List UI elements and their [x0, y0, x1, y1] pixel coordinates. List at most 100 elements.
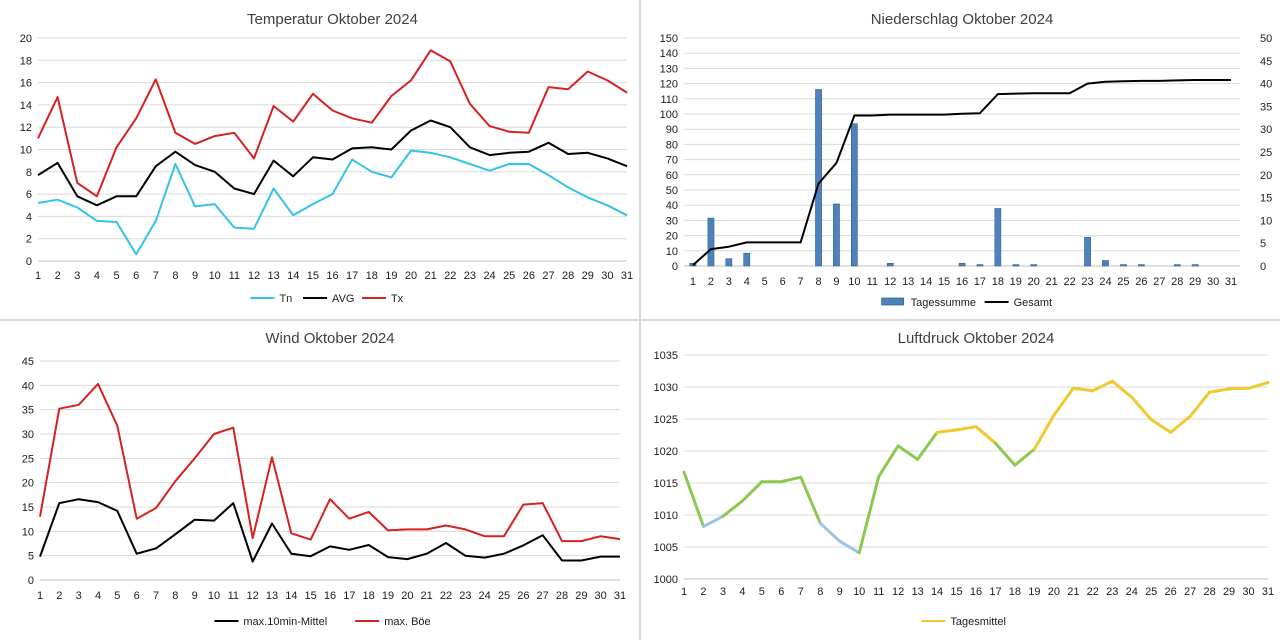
precipitation-panel: Niederschlag Oktober 2024 0 10 20 30 40 50 60 70… — [641, 0, 1280, 319]
series-segment-tagesmittel — [702, 514, 725, 528]
x-tick-label: 6 — [133, 270, 139, 282]
x-tick-label: 31 — [1262, 586, 1274, 598]
chart-title: Luftdruck Oktober 2024 — [898, 330, 1055, 347]
x-tick-label: 17 — [346, 270, 358, 282]
y-tick-label-left: 150 — [660, 33, 678, 45]
x-tick-label: 14 — [287, 270, 299, 282]
x-tick-label: 1 — [690, 276, 696, 288]
x-tick-label: 18 — [992, 276, 1004, 288]
x-tick-label: 12 — [892, 586, 904, 598]
series-segment-tagesmittel — [779, 475, 803, 484]
y-tick-label-left: 30 — [666, 215, 678, 227]
x-tick-label: 27 — [1184, 586, 1196, 598]
y-tick-label: 1000 — [654, 574, 678, 586]
bar-tagessumme — [833, 203, 840, 267]
x-tick-label: 9 — [192, 590, 198, 602]
y-tick-label-left: 120 — [660, 79, 678, 91]
y-tick-label: 30 — [22, 429, 34, 441]
y-tick-label-left: 140 — [660, 48, 678, 60]
x-tick-label: 29 — [1189, 276, 1201, 288]
y-tick-label-right: 25 — [1260, 147, 1272, 159]
x-tick-label: 4 — [739, 586, 745, 598]
x-tick-label: 21 — [1067, 586, 1079, 598]
temperature-chart: Temperatur Oktober 202402468101214161820… — [20, 11, 633, 305]
x-tick-label: 5 — [762, 276, 768, 288]
series-segment-tagesmittel — [1208, 387, 1231, 394]
x-tick-label: 13 — [902, 276, 914, 288]
bar-tagessumme — [1120, 264, 1127, 267]
y-tick-label: 45 — [22, 356, 34, 368]
series-segment-tagesmittel — [721, 499, 744, 518]
y-tick-label: 1025 — [654, 414, 678, 426]
legend-label: Tn — [279, 293, 292, 305]
x-tick-label: 12 — [248, 270, 260, 282]
series-segment-tagesmittel — [955, 425, 978, 432]
series-segment-tagesmittel — [994, 441, 1017, 467]
x-tick-label: 14 — [931, 586, 943, 598]
x-tick-label: 17 — [989, 586, 1001, 598]
x-tick-label: 14 — [920, 276, 932, 288]
series-segment-tagesmittel — [838, 539, 861, 555]
x-tick-label: 26 — [1135, 276, 1147, 288]
y-tick-label-right: 30 — [1260, 124, 1272, 136]
temperature-panel: Temperatur Oktober 2024 0 2 4 6 8 10 12 14 16 18 20… — [0, 0, 639, 319]
y-tick-label-right: 40 — [1260, 79, 1272, 91]
x-tick-label: 15 — [307, 270, 319, 282]
y-tick-label: 1010 — [654, 510, 678, 522]
x-tick-label: 5 — [759, 586, 765, 598]
bar-tagessumme — [851, 123, 858, 267]
x-tick-label: 25 — [503, 270, 515, 282]
series-segment-tagesmittel — [1091, 379, 1114, 393]
x-tick-label: 28 — [1171, 276, 1183, 288]
x-tick-label: 7 — [798, 276, 804, 288]
x-tick-label: 6 — [134, 590, 140, 602]
x-tick-label: 3 — [76, 590, 82, 602]
x-tick-label: 11 — [873, 586, 884, 598]
pressure-panel: Luftdruck Oktober 2024 1000 1005 1010 1015 10… — [641, 321, 1280, 640]
x-tick-label: 2 — [708, 276, 714, 288]
precipitation-chart: Niederschlag Oktober 2024010203040506070… — [660, 11, 1273, 309]
series-segment-tagesmittel — [1032, 413, 1056, 451]
x-tick-label: 12 — [247, 590, 259, 602]
x-tick-label: 13 — [266, 590, 278, 602]
x-tick-label: 24 — [1126, 586, 1138, 598]
x-tick-label: 28 — [556, 590, 568, 602]
x-tick-label: 2 — [55, 270, 61, 282]
x-tick-label: 31 — [1225, 276, 1237, 288]
bar-tagessumme — [976, 264, 984, 267]
x-tick-label: 13 — [267, 270, 279, 282]
x-tick-label: 29 — [582, 270, 594, 282]
x-tick-label: 25 — [1145, 586, 1157, 598]
x-tick-label: 5 — [114, 590, 120, 602]
series-line-tx — [37, 49, 628, 198]
x-tick-label: 29 — [575, 590, 587, 602]
x-tick-label: 22 — [444, 270, 456, 282]
x-tick-label: 24 — [1099, 276, 1111, 288]
x-tick-label: 21 — [425, 270, 437, 282]
x-tick-label: 16 — [970, 586, 982, 598]
y-tick-label: 18 — [20, 55, 32, 67]
x-tick-label: 8 — [817, 586, 823, 598]
legend-label: Gesamt — [1014, 297, 1053, 309]
x-tick-label: 8 — [815, 276, 821, 288]
y-tick-label-left: 10 — [666, 246, 678, 258]
x-tick-label: 19 — [1028, 586, 1040, 598]
x-tick-label: 9 — [837, 586, 843, 598]
bar-tagessumme — [1030, 264, 1038, 267]
y-tick-label: 12 — [20, 122, 32, 134]
x-tick-label: 23 — [459, 590, 471, 602]
x-tick-label: 1 — [37, 590, 43, 602]
y-tick-label: 2 — [26, 234, 32, 246]
x-tick-label: 18 — [366, 270, 378, 282]
y-tick-label: 20 — [20, 33, 32, 45]
x-tick-label: 3 — [720, 586, 726, 598]
x-tick-label: 10 — [848, 276, 860, 288]
series-segment-tagesmittel — [1110, 379, 1134, 399]
y-tick-label-left: 100 — [660, 109, 678, 121]
x-tick-label: 8 — [172, 590, 178, 602]
y-tick-label: 0 — [28, 575, 34, 587]
bar-tagessumme — [958, 262, 966, 267]
x-tick-label: 22 — [1063, 276, 1075, 288]
bar-tagessumme — [815, 89, 822, 267]
